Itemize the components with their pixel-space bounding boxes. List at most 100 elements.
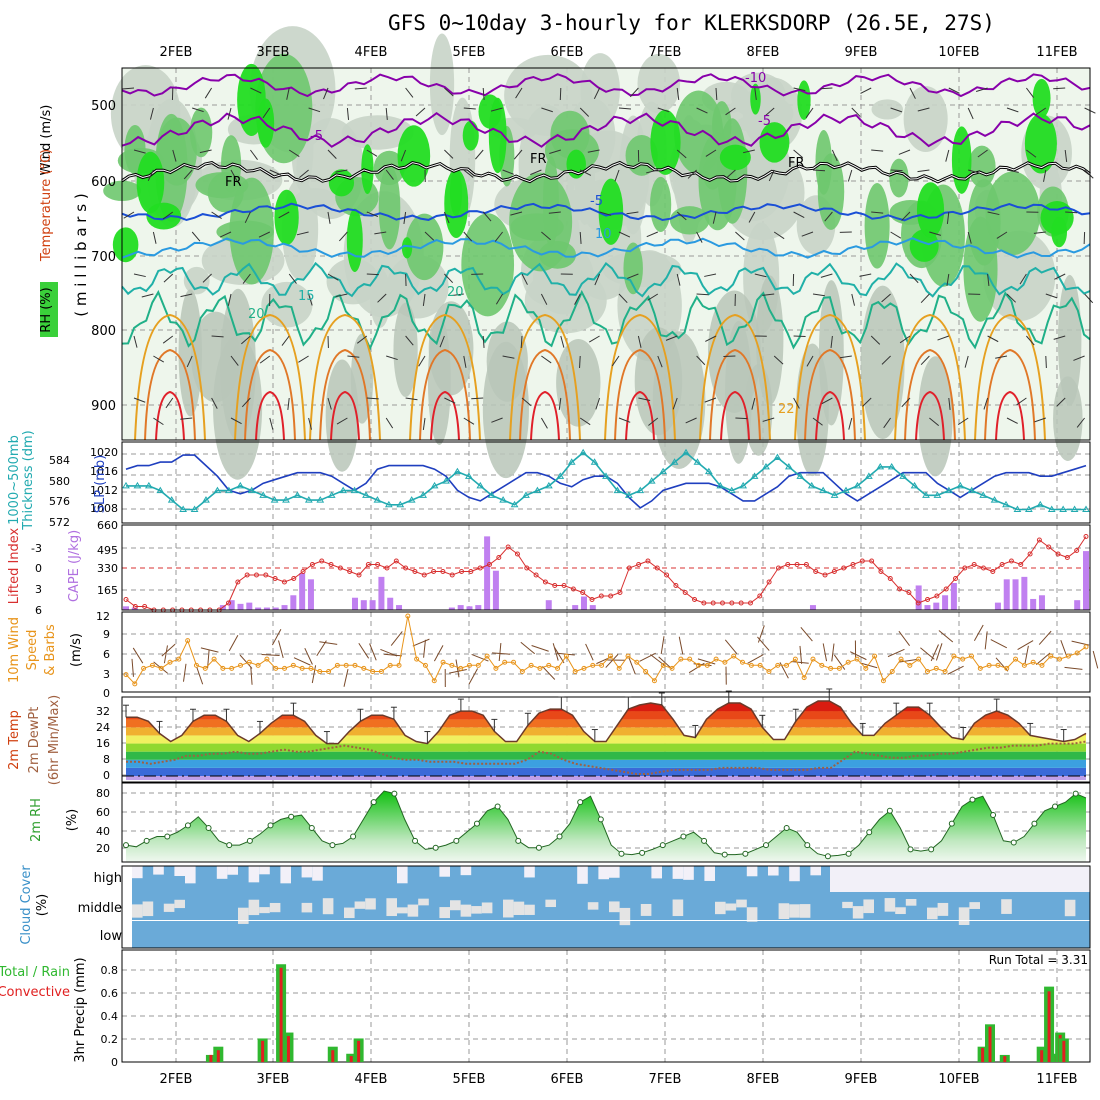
wind-barb-upper-17-4	[463, 355, 467, 368]
wind-barb-upper-11-0	[346, 107, 350, 120]
rh-region-high-15	[1024, 113, 1057, 174]
wind-barb-upper-12-5	[366, 397, 379, 400]
legend-rh-swatch	[40, 282, 58, 337]
wind-barb-5	[182, 663, 187, 682]
lifted-index-point-32	[421, 572, 427, 578]
wind-speed-point-20	[299, 665, 305, 671]
lifted-index-point-67	[747, 600, 753, 606]
rh-point-4	[164, 833, 171, 840]
cloud-high-gap-12	[259, 866, 270, 875]
wind-barb-upper-15-0	[415, 107, 426, 117]
thickness-point-44	[624, 491, 633, 498]
lifted-index-point-13	[244, 572, 250, 578]
cape-bar-41	[484, 536, 491, 610]
thickness-tick-2: 576	[49, 495, 70, 508]
wind-barb-upper-18-0	[482, 87, 485, 101]
wind-barb-upper-33-0	[764, 107, 775, 117]
wind-speed-point-91	[924, 669, 930, 674]
rh-point-56	[701, 837, 708, 844]
wind-barb-86	[1060, 640, 1068, 658]
rh-region-mid-10	[650, 176, 672, 232]
wind-barb-upper-44-4	[987, 335, 999, 343]
wind-barb-56	[724, 639, 738, 655]
wind-speed-point-50	[563, 653, 569, 659]
slp-tick-1: 1016	[90, 465, 118, 478]
x-tick-bottom-3: 5FEB	[453, 1072, 486, 1087]
wind-barb-79	[984, 631, 988, 650]
rh-region-low-20	[637, 53, 681, 114]
wind-speed-point-35	[431, 678, 437, 684]
wind-barb-upper-22-4	[560, 335, 565, 348]
rh-region-lower-21	[486, 321, 528, 402]
cloud-high-gap-62	[789, 866, 800, 882]
wind-barb-16	[304, 647, 313, 665]
rh-region-high-25	[916, 182, 945, 238]
wind-speed-point-26	[352, 662, 358, 668]
wind-barb-21	[358, 642, 370, 659]
wind-barb-37	[531, 645, 549, 652]
rh-region-lower-20	[393, 302, 418, 398]
wind-barb-upper-38-5	[862, 397, 872, 407]
lifted-index-point-87	[934, 593, 940, 599]
thickness-point-69	[910, 481, 919, 489]
wind-speed-point-29	[378, 669, 384, 674]
wind-barb-39	[552, 643, 559, 661]
warm-dome-inner-8	[904, 348, 956, 441]
wind-barb-upper-0-2	[123, 211, 135, 219]
cape-bar-12	[228, 600, 235, 610]
wind-speed-point-0	[123, 672, 129, 678]
temp-band-8	[126, 711, 1086, 720]
wind-barb-32	[468, 668, 479, 685]
wind-barb-57	[747, 654, 764, 664]
wind-barb-upper-11-4	[347, 355, 360, 358]
lifted-index-point-28	[384, 565, 390, 571]
wind-barb-25	[384, 653, 403, 657]
wind-barb-upper-0-5	[133, 397, 146, 403]
thickness-point-30	[464, 472, 473, 479]
wind-barb-upper-30-5	[704, 397, 717, 403]
wind-speed-point-63	[678, 656, 684, 662]
wind-barb-45	[605, 654, 619, 668]
rh-point-40	[535, 844, 542, 851]
rh-point-20	[329, 842, 336, 849]
wind-barb-upper-40-1	[898, 149, 911, 155]
precip-convective-bar-1	[216, 1050, 220, 1062]
thickness-point-23	[384, 500, 393, 508]
rh-region-mid-44	[510, 213, 564, 241]
wind-barb-upper-41-2	[929, 231, 942, 236]
hot-dome-0	[155, 390, 185, 441]
wind-barb-15	[293, 657, 311, 666]
cape-bar-38	[457, 605, 464, 610]
rh-point-58	[721, 851, 728, 858]
li-tick-2: 3	[35, 583, 42, 596]
wind-barb-upper-41-1	[917, 169, 930, 173]
temp-tick-4: 0	[103, 769, 110, 782]
wind-speed-point-84	[863, 665, 869, 671]
cloud-high-gap-5	[185, 866, 196, 884]
wind-tick-3: 3	[103, 668, 110, 681]
lifted-index-point-37	[468, 569, 474, 574]
pressure-tick-3: 800	[91, 324, 116, 339]
thickness-point-83	[1070, 505, 1079, 513]
rh-region-mid-32	[189, 107, 213, 158]
thickness-point-25	[407, 496, 416, 503]
wind-speed-point-66	[704, 662, 710, 668]
wind-speed-point-38	[458, 665, 464, 671]
lifted-index-point-54	[626, 565, 632, 571]
temp-band-top	[126, 701, 1086, 712]
temp-tick-1: 24	[96, 721, 110, 734]
warm-dome-9	[974, 313, 1046, 441]
wind-barb-upper-39-1	[890, 169, 903, 172]
wind-barb-43	[596, 655, 613, 665]
wind-barb-59	[757, 636, 770, 651]
rh-region-lower-22	[325, 359, 359, 472]
cape-bar-91	[924, 605, 931, 610]
wind-speed-point-21	[308, 665, 314, 671]
pressure-tick-0: 500	[91, 99, 116, 114]
cloud-mid-gap-39	[545, 899, 556, 908]
x-tick-bottom-8: 10FEB	[938, 1072, 979, 1087]
rh-point-62	[763, 842, 769, 849]
wind-barb-84	[1038, 630, 1052, 645]
wind-barb-upper-23-5	[579, 417, 591, 426]
wind-barb-upper-23-4	[579, 355, 581, 369]
